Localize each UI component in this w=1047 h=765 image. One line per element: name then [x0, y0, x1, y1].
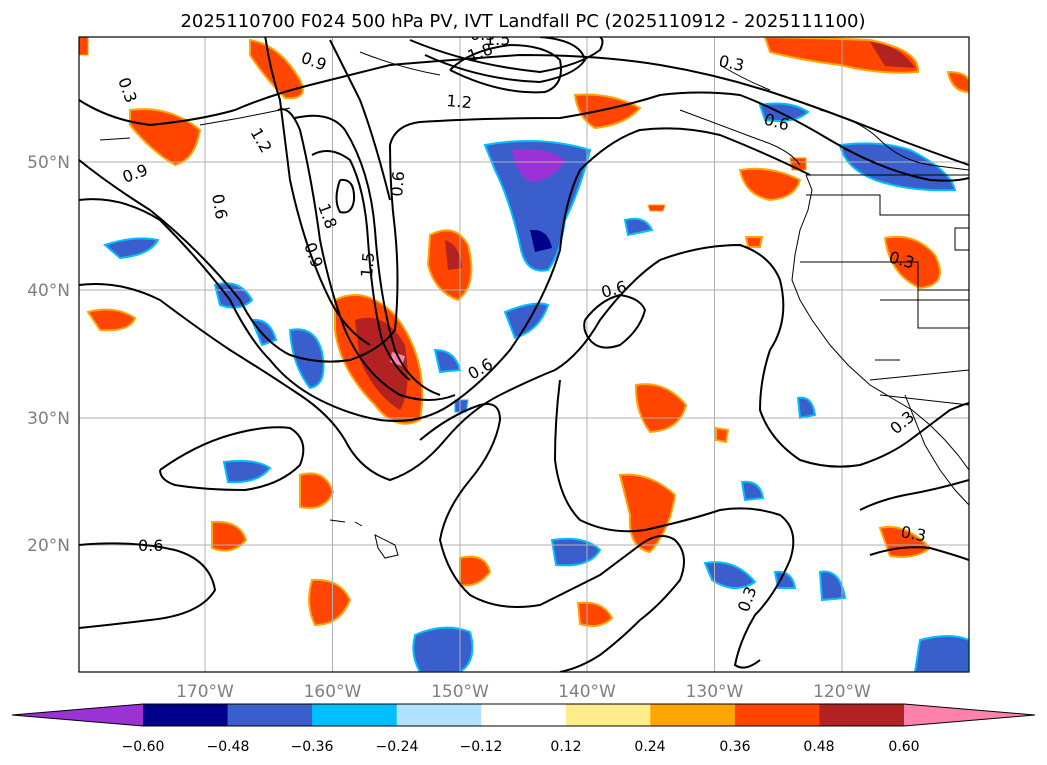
- colorbar-extend-low: [12, 704, 143, 726]
- anomaly-blob: [512, 149, 565, 182]
- contour-label: 0.3: [717, 51, 746, 75]
- lat-tick-labels: 50°N 40°N 30°N 20°N: [27, 153, 70, 556]
- anomaly-blob: [796, 396, 817, 420]
- anomaly-blob: [86, 308, 137, 332]
- colorbar-outline: [11, 703, 1036, 727]
- map-frame: [78, 36, 970, 673]
- colorbar-tick-label: 0.12: [550, 739, 581, 755]
- colorbar-tick-label: 0.60: [888, 739, 919, 755]
- contour-label: 1.2: [446, 91, 473, 112]
- lon-tick-label: 140°W: [558, 682, 616, 702]
- contour-label: 1.5: [485, 30, 510, 49]
- lon-tick-label: 120°W: [813, 682, 871, 702]
- map-panel: 0.3 0.9 1.5 1.8 1.2 0.3 0.6 0.9 1.2 0.6 …: [78, 25, 970, 673]
- anomaly-blob: [308, 578, 352, 627]
- contour-label: 0.6: [387, 170, 408, 197]
- colorbar-tick-label: −0.48: [207, 739, 250, 755]
- colorbar-tick-label: 0.24: [634, 739, 665, 755]
- colorbar-tick-label: −0.24: [376, 739, 419, 755]
- anomaly-blob: [946, 70, 969, 94]
- anomaly-blob: [738, 167, 802, 202]
- colorbar-swatch: [227, 704, 313, 726]
- coastlines: [99, 51, 969, 559]
- anomaly-blob: [211, 520, 248, 552]
- contour-label: 1.5: [357, 251, 378, 278]
- contour-label: 0.3: [470, 25, 495, 44]
- contour-label: 0.3: [899, 522, 927, 545]
- anomaly-blob: [222, 459, 272, 484]
- colorbar-extend-high: [904, 704, 1035, 726]
- colorbar-swatch: [481, 704, 567, 726]
- colorbar-tick-labels: −0.60 −0.48 −0.36 −0.24 −0.12 0.12 0.24 …: [122, 739, 920, 755]
- contour-label: 0.6: [138, 536, 163, 555]
- anomaly-blob: [103, 237, 160, 260]
- lon-tick-label: 170°W: [176, 682, 234, 702]
- anomaly-blob: [213, 282, 254, 309]
- colorbar-swatch: [734, 704, 820, 726]
- colorbar-swatch: [565, 704, 651, 726]
- anomaly-blob: [129, 108, 202, 167]
- anomaly-blob: [703, 561, 757, 589]
- colorbar-swatch: [650, 704, 736, 726]
- colorbar-tick-label: −0.12: [460, 739, 503, 755]
- figure-title: 2025110700 F024 500 hPa PV, IVT Landfall…: [180, 11, 865, 32]
- lon-tick-label: 130°W: [686, 682, 744, 702]
- anomaly-blob: [250, 318, 278, 347]
- colorbar: [11, 703, 1036, 727]
- anomaly-blob: [459, 555, 492, 587]
- anomaly-blob: [913, 635, 969, 672]
- anomaly-blob: [773, 570, 797, 589]
- anomaly-blob: [715, 426, 730, 444]
- anomaly-blob: [623, 217, 654, 237]
- lat-tick-label: 50°N: [27, 153, 70, 173]
- anomaly-blob: [79, 37, 89, 56]
- lat-tick-label: 20°N: [27, 536, 70, 556]
- anomaly-blob: [530, 229, 552, 252]
- colorbar-swatch: [312, 704, 398, 726]
- lon-tick-label: 150°W: [431, 682, 489, 702]
- colorbar-tick-label: 0.48: [803, 739, 834, 755]
- lat-tick-label: 30°N: [27, 409, 70, 429]
- anomaly-blob: [445, 240, 462, 270]
- anomaly-blob: [634, 383, 688, 434]
- lat-tick-label: 40°N: [27, 281, 70, 301]
- colorbar-tick-label: 0.36: [719, 739, 750, 755]
- colorbar-tick-label: −0.36: [291, 739, 334, 755]
- anomaly-blob: [503, 302, 550, 340]
- anomaly-blob: [249, 38, 304, 100]
- anomaly-blob: [870, 42, 915, 68]
- lon-tick-labels: 170°W 160°W 150°W 140°W 130°W 120°W: [176, 682, 871, 702]
- lon-tick-label: 160°W: [304, 682, 362, 702]
- anomaly-blob: [818, 570, 847, 602]
- anomaly-blob: [618, 473, 677, 554]
- anomaly-blob: [573, 93, 642, 130]
- contour-label: 0.6: [208, 192, 231, 220]
- anomaly-blob: [412, 626, 474, 672]
- colorbar-swatch: [819, 704, 905, 726]
- colorbar-swatch: [143, 704, 229, 726]
- pv-contours: [79, 37, 969, 672]
- colorbar-swatch: [396, 704, 482, 726]
- anomaly-blob: [355, 317, 408, 410]
- colorbar-tick-label: −0.60: [122, 739, 165, 755]
- anomaly-blob: [740, 480, 765, 502]
- anomaly-blob: [647, 204, 666, 212]
- anomaly-blob: [744, 236, 764, 248]
- anomaly-blob: [454, 399, 469, 413]
- gridlines: [79, 37, 969, 672]
